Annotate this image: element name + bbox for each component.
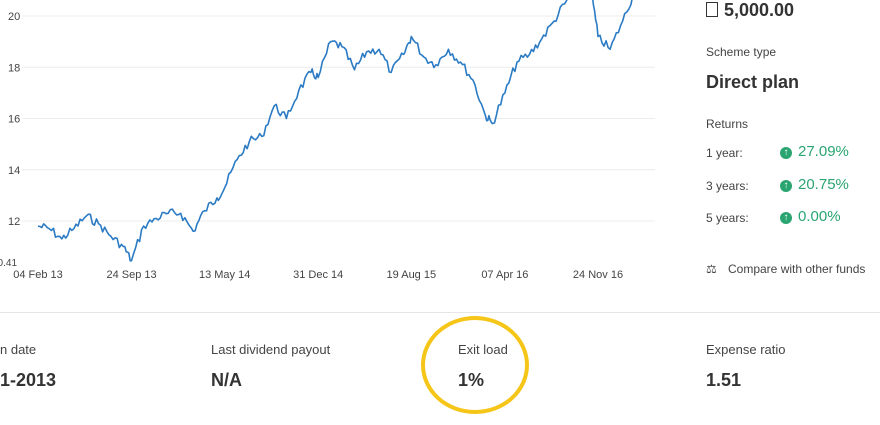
return-value-3y: ↑ 20.75% [780, 176, 849, 193]
y-tick-label: 20 [8, 11, 20, 23]
x-tick-label: 24 Sep 13 [106, 269, 156, 281]
exit-load-highlight-circle [421, 316, 529, 414]
scheme-type-label: Scheme type [706, 45, 777, 59]
x-tick-label: 04 Feb 13 [13, 269, 63, 281]
section-divider [0, 312, 880, 313]
return-period-5y: 5 years: [706, 211, 749, 225]
nav-series-line [37, 0, 633, 262]
scheme-type-value: Direct plan [706, 72, 800, 92]
y-tick-label: 18 [8, 62, 20, 74]
x-tick-label: 07 Apr 16 [481, 269, 528, 281]
min-amount-value: 5,000.00 [724, 0, 795, 20]
expense-ratio-value: 1.51 [706, 370, 742, 390]
min-investment-amount: 5,000.00 [706, 0, 794, 21]
compare-funds-label: Compare with other funds [728, 262, 866, 276]
launch-date-value: 1-2013 [0, 370, 57, 390]
arrow-up-icon: ↑ [780, 147, 792, 159]
x-tick-label: 31 Dec 14 [293, 269, 343, 281]
y-tick-label: 12 [8, 216, 20, 228]
return-value-5y: ↑ 0.00% [780, 208, 841, 225]
balance-scale-icon: ⚖ [706, 262, 717, 276]
returns-label: Returns [706, 117, 749, 131]
launch-date-label: n date [0, 342, 37, 357]
currency-icon [706, 2, 718, 17]
arrow-up-icon: ↑ [780, 180, 792, 192]
x-tick-label: 19 Aug 15 [387, 269, 437, 281]
y-tick-label: 14 [8, 165, 20, 177]
x-tick-label: 13 May 14 [199, 269, 250, 281]
x-tick-label: 24 Nov 16 [573, 269, 623, 281]
y-tick-label: 16 [8, 114, 20, 126]
last-dividend-label: Last dividend payout [211, 342, 331, 357]
expense-ratio-label: Expense ratio [706, 342, 786, 357]
return-period-1y: 1 year: [706, 146, 743, 160]
last-dividend-value: N/A [211, 370, 242, 390]
return-period-3y: 3 years: [706, 179, 749, 193]
return-value-1y: ↑ 27.09% [780, 143, 849, 160]
y-min-label: 10.41 [0, 258, 17, 269]
arrow-up-icon: ↑ [780, 212, 792, 224]
compare-funds-link[interactable]: ⚖ Compare with other funds [706, 262, 865, 276]
